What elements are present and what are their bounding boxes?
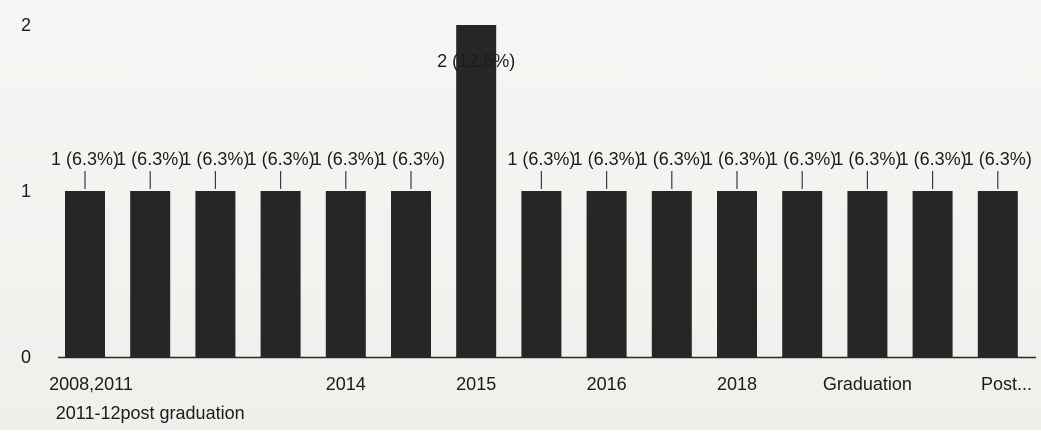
bar — [782, 191, 823, 357]
bar — [717, 191, 757, 357]
label-leaders-group — [84, 171, 999, 189]
bar — [651, 191, 692, 357]
bar — [456, 25, 497, 357]
y-tick-label: 1 — [21, 181, 31, 201]
data-label: 1 (6.3%) — [312, 149, 380, 169]
data-label: 1 (6.3%) — [768, 149, 836, 169]
x-tick-label: 2014 — [326, 374, 366, 394]
bar — [325, 191, 366, 357]
bar — [260, 191, 301, 357]
data-label: 1 (6.3%) — [833, 149, 901, 169]
x-tick-label: Post... — [981, 374, 1032, 394]
data-label: 1 (6.3%) — [507, 149, 575, 169]
data-label: 1 (6.3%) — [573, 149, 641, 169]
bar — [130, 191, 171, 357]
x-tick-label: 2015 — [456, 374, 496, 394]
data-labels-group: 1 (6.3%)1 (6.3%)1 (6.3%)1 (6.3%)1 (6.3%)… — [51, 51, 1032, 169]
y-tick-label: 2 — [21, 15, 31, 35]
y-axis-ticks: 0 1 2 — [21, 15, 31, 367]
bar — [977, 191, 1018, 357]
y-tick-label: 0 — [21, 347, 31, 367]
bar — [912, 191, 953, 357]
bar — [65, 191, 105, 357]
x-tick-label: 2018 — [717, 374, 757, 394]
x-tick-label: 2011-12post graduation — [56, 403, 245, 423]
data-label: 1 (6.3%) — [377, 149, 445, 169]
data-label: 1 (6.3%) — [703, 149, 771, 169]
bar — [847, 191, 888, 357]
bars-group — [65, 25, 1018, 357]
x-axis-labels: 2008,2011 2011-12post graduation 2014 2015 2… — [49, 374, 1032, 423]
data-label: 1 (6.3%) — [247, 149, 315, 169]
data-label: 1 (6.3%) — [638, 149, 706, 169]
data-label: 1 (6.3%) — [116, 149, 184, 169]
bar — [521, 191, 562, 357]
data-label: 1 (6.3%) — [181, 149, 249, 169]
data-label: 1 (6.3%) — [964, 149, 1032, 169]
bar — [195, 191, 236, 357]
data-label: 2 (12.5%) — [437, 51, 515, 71]
x-tick-label: Graduation — [823, 374, 912, 394]
bar — [391, 191, 431, 357]
data-label: 1 (6.3%) — [899, 149, 967, 169]
x-tick-label: 2008,2011 — [49, 374, 133, 394]
x-tick-label: 2016 — [587, 374, 627, 394]
bar — [586, 191, 627, 357]
data-label: 1 (6.3%) — [51, 149, 119, 169]
